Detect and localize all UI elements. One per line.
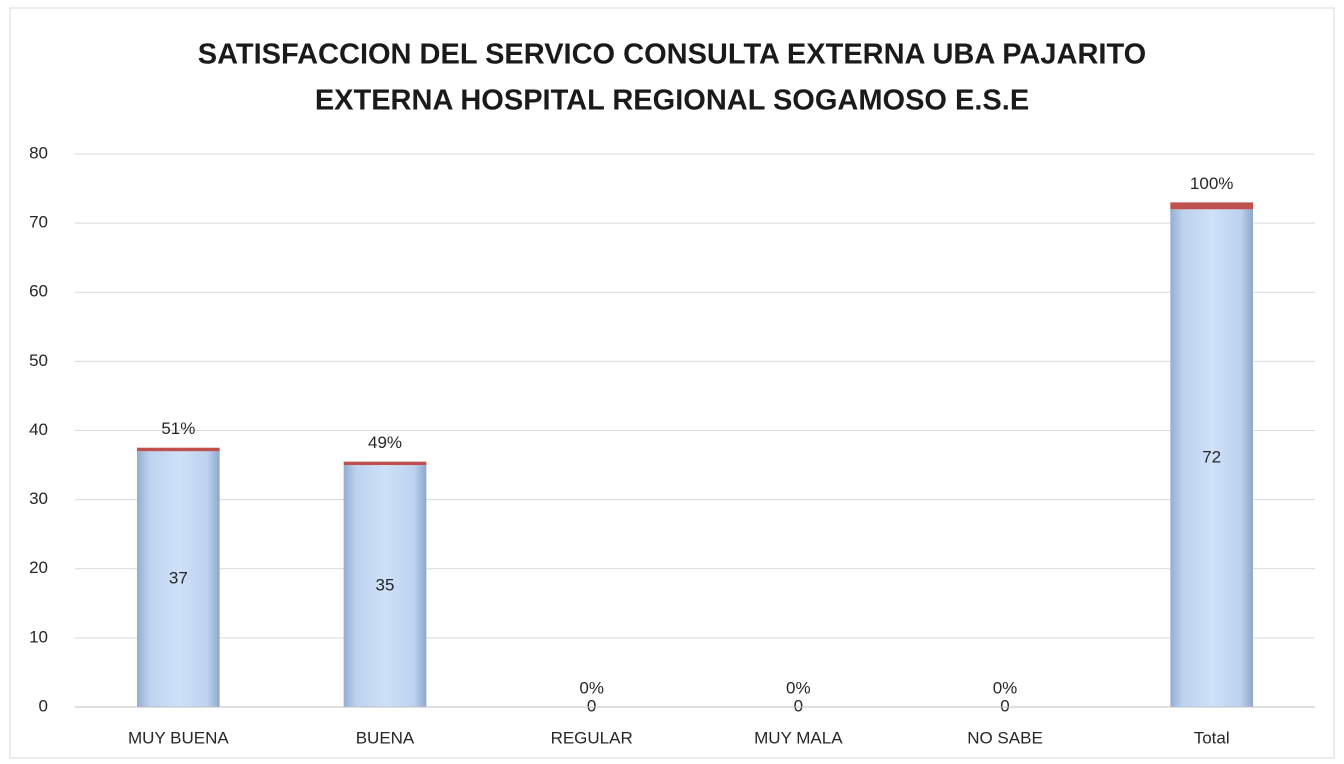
y-tick-label: 80 (29, 143, 48, 162)
x-tick-label: MUY BUENA (128, 728, 229, 747)
x-tick-label: BUENA (356, 728, 415, 747)
data-label: 49% (368, 433, 402, 452)
y-tick-label: 60 (29, 282, 48, 301)
data-label: 51% (161, 419, 195, 438)
data-label: 0 (587, 696, 596, 715)
x-tick-label: REGULAR (551, 728, 633, 747)
y-tick-label: 70 (29, 213, 48, 232)
y-tick-label: 40 (29, 420, 48, 439)
y-tick-label: 50 (29, 351, 48, 370)
data-label: 0% (786, 678, 811, 697)
bar-segment (343, 461, 427, 466)
x-tick-label: Total (1194, 728, 1230, 747)
bar-segment (137, 451, 220, 707)
chart-title: SATISFACCION DEL SERVICO CONSULTA EXTERN… (198, 39, 1147, 71)
bar-segment (1170, 202, 1253, 210)
data-label: 0% (993, 678, 1018, 697)
x-tick-label: MUY MALA (754, 728, 843, 747)
bar-segment (343, 465, 427, 707)
data-label: 35 (376, 576, 395, 595)
data-label: 72 (1202, 448, 1221, 467)
bar-segment (137, 447, 220, 452)
data-label: 100% (1190, 174, 1233, 193)
data-label: 0 (1000, 696, 1009, 715)
data-label: 0 (794, 696, 803, 715)
chart-title: EXTERNA HOSPITAL REGIONAL SOGAMOSO E.S.E (315, 85, 1029, 117)
bar-segment (1170, 209, 1253, 708)
chart-frame (9, 7, 1335, 759)
y-tick-label: 30 (29, 489, 48, 508)
y-tick-label: 0 (39, 696, 48, 715)
y-tick-label: 10 (29, 627, 48, 646)
y-tick-label: 20 (29, 558, 48, 577)
data-label: 37 (169, 569, 188, 588)
x-tick-label: NO SABE (967, 728, 1043, 747)
data-label: 0% (579, 678, 604, 697)
